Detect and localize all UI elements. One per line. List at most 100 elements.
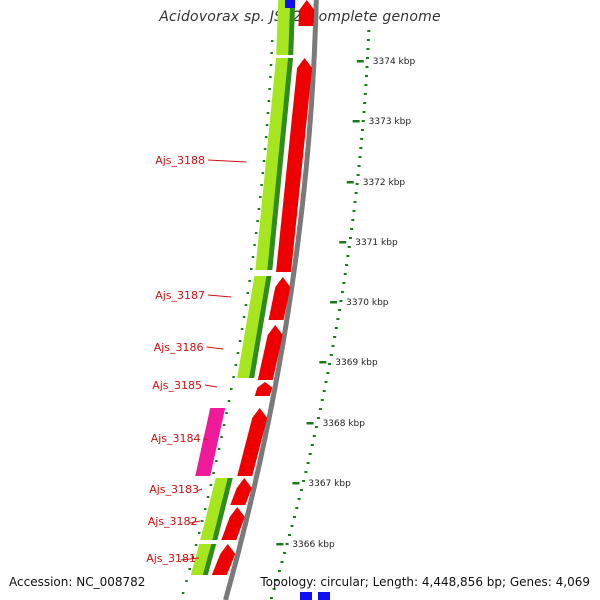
forward-gene-arrow (254, 382, 273, 396)
gc-dot (366, 48, 370, 50)
gc-dot (227, 400, 231, 402)
gc-dot (328, 363, 332, 365)
gene-leader-line (206, 346, 224, 350)
gc-dot (302, 480, 306, 482)
gc-dot (360, 129, 364, 131)
forward-gene-arrow (257, 325, 283, 380)
gene-label: Ajs_3182 (148, 515, 198, 528)
gc-dot (333, 336, 337, 338)
gc-dot (357, 165, 361, 167)
gc-dot (339, 300, 343, 302)
gc-dot (285, 543, 289, 545)
gc-dot (329, 354, 333, 356)
reverse-gene-stripe (212, 478, 233, 540)
backbone-line (223, 0, 319, 600)
gc-dot (253, 244, 256, 246)
gc-dot (324, 381, 328, 383)
scale-tick-label: 3368 kbp (323, 419, 366, 429)
gc-dot (203, 508, 207, 510)
gc-dot (364, 84, 368, 86)
gc-dot (206, 496, 210, 498)
gene-label: Ajs_3187 (155, 289, 205, 302)
gc-dot (352, 210, 356, 212)
gc-dot (263, 148, 267, 150)
gc-dot (306, 462, 310, 464)
gc-dot (257, 208, 261, 210)
gc-dot (254, 232, 258, 234)
gc-dot (222, 424, 226, 426)
gc-dot (215, 460, 218, 462)
gc-dot (295, 507, 299, 509)
gc-dot (340, 291, 344, 293)
gc-dot (260, 184, 263, 186)
gene-leader-line (196, 488, 203, 492)
gc-dot (355, 183, 359, 185)
kbp-scale: 3374 kbp 3373 kbp 3372 kbp 3371 kbp 3370 kbp… (276, 57, 415, 550)
blue-marker (300, 592, 312, 600)
scale-tick (330, 301, 338, 304)
gc-dot (348, 237, 352, 239)
gc-dot (251, 256, 255, 258)
gc-dot (365, 66, 369, 68)
gc-dot (225, 412, 228, 414)
gc-dot (185, 580, 188, 582)
gc-dot (246, 292, 250, 294)
gc-dot (266, 112, 270, 114)
gc-dot (240, 328, 244, 330)
gc-dot (361, 120, 365, 122)
gc-dot (181, 592, 185, 594)
gc-skew-dots (181, 30, 371, 599)
gc-dot (310, 444, 314, 446)
forward-gene-arrow (298, 0, 315, 26)
reverse-gene-stripe (267, 58, 294, 270)
gc-dot (280, 561, 284, 563)
gc-dot (363, 102, 367, 104)
blue-marker (285, 0, 295, 8)
gc-dot (347, 246, 351, 248)
gene-leader-line (204, 384, 218, 388)
gene-labels: Ajs_3188 Ajs_3187 Ajs_3186 Ajs_3185 Ajs_3184… (146, 154, 247, 565)
scale-tick (346, 181, 354, 184)
gc-dot (269, 76, 272, 78)
gc-dot (283, 552, 287, 554)
gc-dot (346, 255, 350, 257)
gc-dot (232, 376, 235, 378)
gc-dot (288, 534, 292, 536)
gc-dot (275, 579, 279, 581)
gc-dot (334, 327, 338, 329)
reverse-gene-stripe (288, 0, 296, 55)
gene-leader-line (207, 294, 232, 298)
gc-dot (359, 147, 363, 149)
gene-label: Ajs_3183 (149, 483, 199, 496)
scale-tick-label: 3370 kbp (346, 298, 389, 308)
gc-dot (209, 484, 213, 486)
gc-dot (244, 304, 248, 306)
gene-label: Ajs_3188 (155, 154, 205, 167)
scale-tick (292, 482, 300, 485)
genome-summary: Topology: circular; Length: 4,448,856 bp… (260, 575, 590, 589)
scale-tick-label: 3369 kbp (335, 358, 378, 368)
gc-dot (270, 52, 273, 54)
scale-tick-label: 3371 kbp (355, 238, 398, 248)
gc-dot (337, 309, 341, 311)
gc-dot (267, 100, 271, 102)
scale-tick (339, 241, 347, 244)
gc-dot (270, 40, 274, 42)
gc-dot (290, 525, 294, 527)
gc-dot (256, 220, 259, 222)
gc-dot (269, 597, 273, 599)
gc-dot (268, 88, 271, 90)
gc-dot (316, 417, 320, 419)
gene-leader-line (203, 437, 208, 441)
scale-tick (352, 120, 360, 123)
gene-leader-line (180, 557, 200, 561)
gc-dot (212, 472, 215, 474)
gc-dot (191, 556, 195, 558)
scale-tick (319, 361, 327, 364)
gc-dot (197, 532, 201, 534)
gene-leader-line (207, 159, 247, 163)
gc-dot (336, 318, 340, 320)
gc-dot (360, 138, 364, 140)
gc-dot (200, 520, 204, 522)
gc-dot (322, 390, 326, 392)
